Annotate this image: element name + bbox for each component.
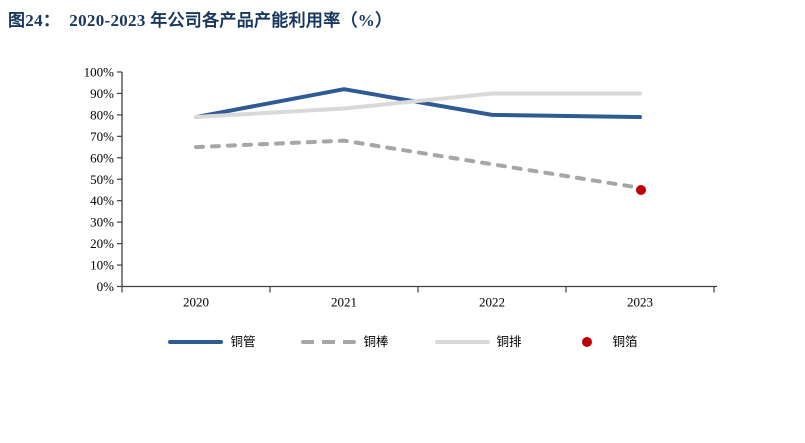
- x-axis-tick-label: 2020: [183, 295, 209, 310]
- y-axis-tick-label: 20%: [90, 236, 114, 251]
- y-axis-tick-label: 40%: [90, 193, 114, 208]
- y-axis-tick-label: 80%: [90, 107, 114, 122]
- series-line-铜排: [194, 91, 642, 120]
- series-line-铜棒: [194, 138, 642, 190]
- chart-panel: 0% 10% 20% 30% 40% 50% 60% 70% 80% 90% 100% 2020 202…: [68, 44, 738, 365]
- chart-legend: 铜管 铜棒 铜排 铜箔: [68, 332, 738, 352]
- y-axis-tick-label: 90%: [90, 86, 114, 101]
- y-axis-tick-label: 10%: [90, 258, 114, 273]
- solid-lightgray-line-icon: [434, 340, 490, 344]
- dashed-gray-line-icon: [301, 340, 357, 344]
- legend-item-copper-foil: 铜箔: [568, 335, 638, 349]
- y-axis-tick-label: 50%: [90, 172, 114, 187]
- y-axis-tick-label: 30%: [90, 215, 114, 230]
- series-point-铜箔: [636, 184, 646, 195]
- x-axis-tick-label: 2021: [331, 295, 357, 310]
- capacity-utilization-line-chart: 0% 10% 20% 30% 40% 50% 60% 70% 80% 90% 100% 2020 202…: [84, 65, 717, 310]
- legend-label: 铜管: [230, 335, 256, 349]
- y-axis-tick-label: 60%: [90, 150, 114, 165]
- red-dot-icon: [581, 337, 592, 347]
- legend-label: 铜排: [496, 335, 522, 349]
- legend-label: 铜箔: [612, 335, 638, 349]
- legend-item-copper-tube: 铜管: [168, 335, 255, 349]
- solid-blue-line-icon: [168, 340, 224, 344]
- y-axis-tick-label: 0%: [97, 279, 115, 294]
- legend-label: 铜棒: [363, 335, 389, 349]
- y-axis-tick-label: 100%: [84, 65, 115, 80]
- y-axis-tick-label: 70%: [90, 129, 114, 144]
- figure-title: 图24： 2020-2023 年公司各产品产能利用率（%）: [8, 11, 393, 30]
- legend-item-copper-rod: 铜棒: [301, 335, 389, 349]
- x-axis-tick-label: 2023: [627, 295, 653, 310]
- x-axis-tick-label: 2022: [479, 295, 505, 310]
- legend-item-copper-busbar: 铜排: [434, 335, 522, 349]
